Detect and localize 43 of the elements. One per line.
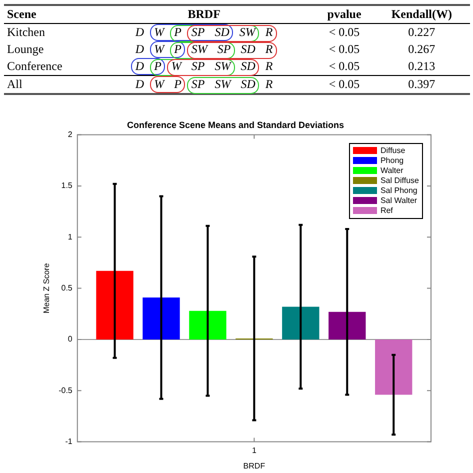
text: Lounge bbox=[6, 41, 45, 58]
text: 0.267 bbox=[407, 41, 436, 58]
text: BRDF bbox=[92, 5, 316, 24]
text: < 0.05 bbox=[328, 24, 361, 41]
bar bbox=[142, 298, 180, 340]
legend-label: Phong bbox=[380, 156, 404, 166]
y-tick-label: 1.5 bbox=[61, 181, 73, 190]
bar bbox=[328, 312, 366, 340]
text: D P W SP SW SD R bbox=[135, 59, 273, 74]
text: 0.213 bbox=[407, 58, 436, 75]
text: D W P SW SP SD R bbox=[135, 42, 273, 57]
y-tick-label: -1 bbox=[65, 437, 73, 446]
y-tick-label: 2 bbox=[68, 130, 73, 140]
text: 0.227 bbox=[407, 24, 436, 41]
chart-title: Conference Scene Means and Standard Deviations bbox=[126, 120, 344, 130]
x-axis-title: BRDF bbox=[243, 461, 266, 470]
y-tick-label: 0.5 bbox=[61, 284, 73, 293]
bar bbox=[282, 306, 320, 340]
y-tick-label: 1 bbox=[68, 232, 73, 242]
legend-label: Sal Walter bbox=[380, 196, 418, 206]
text: 0.397 bbox=[373, 76, 470, 94]
text: < 0.05 bbox=[315, 76, 374, 94]
text: pvalue bbox=[315, 5, 374, 24]
legend-label: Sal Diffuse bbox=[380, 176, 419, 186]
text: All bbox=[4, 76, 93, 94]
bar bbox=[96, 270, 134, 340]
y-tick-label: -0.5 bbox=[58, 386, 73, 395]
text: < 0.05 bbox=[328, 58, 361, 75]
legend-label: Sal Phong bbox=[380, 186, 418, 196]
text: D W P SP SD SW R bbox=[135, 25, 273, 40]
y-tick-label: 0 bbox=[68, 334, 73, 344]
legend-label: Diffuse bbox=[380, 146, 406, 156]
legend-label: Walter bbox=[380, 166, 404, 176]
bar bbox=[375, 339, 412, 395]
text: Scene bbox=[4, 5, 93, 24]
text: < 0.05 bbox=[328, 41, 361, 58]
text: Kitchen bbox=[6, 24, 46, 41]
text: D W P SP SW SD R bbox=[135, 77, 273, 92]
text: Conference bbox=[6, 58, 64, 75]
legend-label: Ref bbox=[380, 206, 393, 216]
text: Kendall(W) bbox=[373, 5, 470, 24]
bar bbox=[189, 310, 226, 340]
y-axis-title: Mean Z Score bbox=[42, 262, 52, 314]
